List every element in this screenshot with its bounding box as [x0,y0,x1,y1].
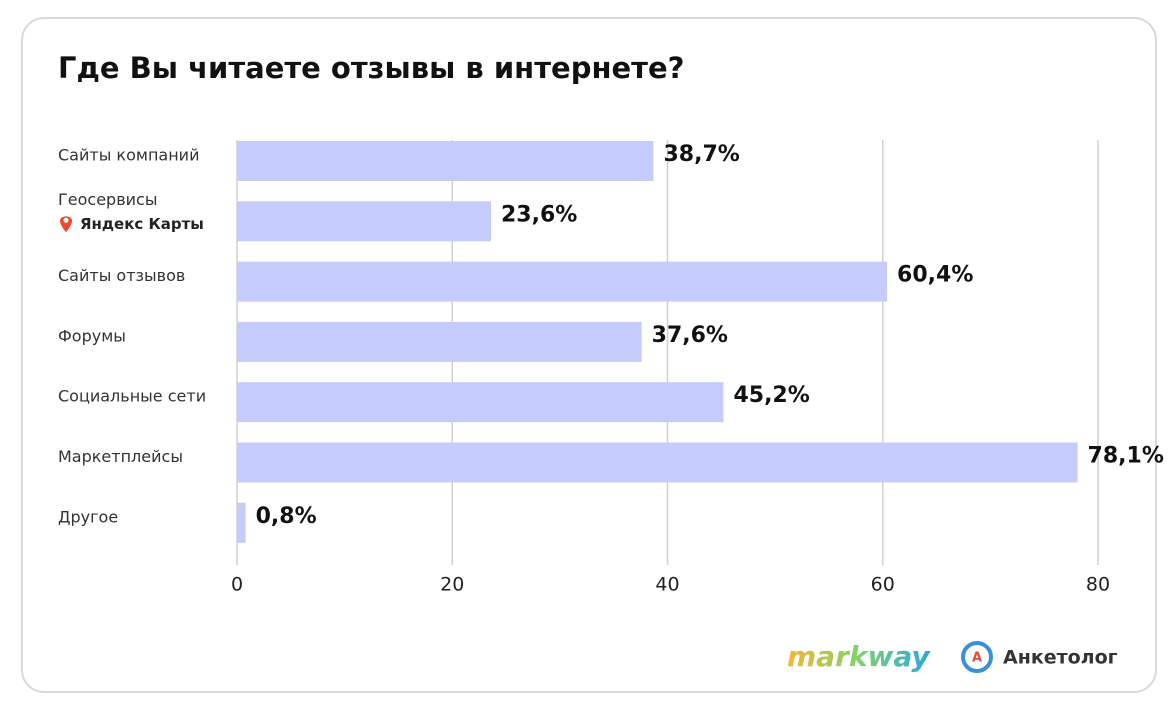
value-label: 37,6% [652,323,728,348]
logo-icon [961,641,993,673]
chart-title: Где Вы читаете отзывы в интернете? [58,51,684,85]
bar [237,141,654,181]
value-label: 38,7% [664,142,740,167]
logo-pin-dot [63,217,69,223]
bar [237,321,642,362]
y-tick-label: Социальные сети [58,387,206,406]
bar [237,261,888,302]
value-label: 23,6% [501,202,577,227]
y-tick-label: Форумы [58,326,126,345]
value-label: 78,1% [1088,444,1164,469]
x-tick-label: 40 [655,574,679,596]
y-tick-label: Сайты отзывов [58,266,185,285]
x-tick-label: 80 [1086,574,1110,596]
y-tick-label: Другое [58,507,118,526]
bar [237,442,1078,483]
logo-label: Яндекс Карты [80,215,204,233]
y-tick-label: Сайты компаний [58,146,199,165]
y-tick-label: Геосервисы [58,190,157,209]
value-label: 0,8% [256,504,317,529]
logo-pin [60,216,72,233]
y-tick-label: Маркетплейсы [58,447,183,466]
bar [237,382,724,423]
x-tick-label: 20 [440,574,464,596]
bar [237,201,491,242]
value-label: 45,2% [733,383,809,408]
logo-icon-letter: A [972,651,982,666]
bar [237,502,246,543]
x-tick-label: 0 [231,574,243,596]
logo-anketolog: Анкетолог [1003,647,1118,669]
value-label: 60,4% [897,263,973,288]
x-tick-label: 60 [871,574,895,596]
logo-markway: markway [787,640,931,673]
